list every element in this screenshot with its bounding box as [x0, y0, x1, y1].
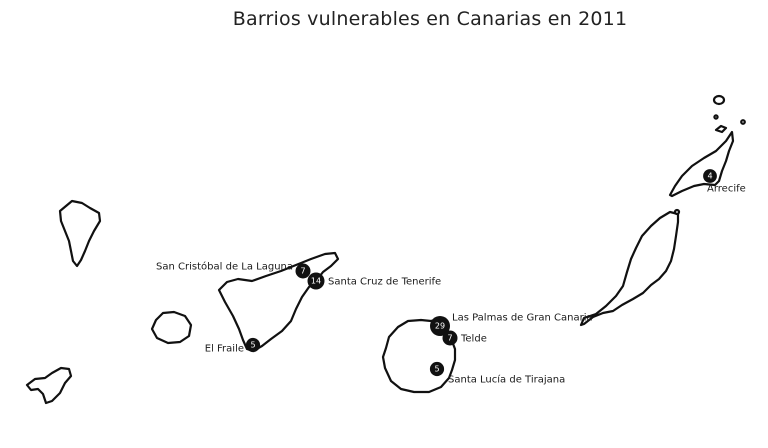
- place-label-el-fraile: El Fraile: [205, 344, 244, 355]
- marker-dot-arrecife: [703, 169, 717, 183]
- marker-dot-el-fraile: [245, 337, 261, 353]
- marker-value-el-fraile: 5: [250, 341, 255, 350]
- marker-value-las-palmas-de-gran-canaria: 29: [435, 322, 445, 331]
- marker-dot-las-palmas-de-gran-canaria: [430, 316, 450, 336]
- place-label-arrecife: Arrecife: [707, 184, 746, 195]
- marker-arrecife: 4 Arrecife: [703, 169, 746, 195]
- marker-value-santa-cruz-de-tenerife: 14: [311, 277, 321, 286]
- marker-value-arrecife: 4: [707, 172, 712, 181]
- island-roque-del-este: [740, 119, 746, 125]
- place-label-telde: Telde: [460, 334, 487, 345]
- place-label-san-cristobal-de-la-laguna: San Cristóbal de La Laguna: [156, 261, 293, 273]
- marker-dot-telde: [442, 330, 458, 346]
- island-el-hierro: [25, 366, 73, 405]
- marker-san-cristobal-de-la-laguna: 7 San Cristóbal de La Laguna: [156, 261, 311, 279]
- place-label-santa-lucia-de-tirajana: Santa Lucía de Tirajana: [448, 374, 565, 386]
- island-lobos: [673, 208, 681, 216]
- marker-dot-santa-lucia-de-tirajana: [429, 361, 445, 377]
- island-la-palma: [58, 199, 102, 268]
- island-montana-clara: [713, 114, 719, 120]
- marker-value-santa-lucia-de-tirajana: 5: [434, 365, 439, 374]
- markers: 7 San Cristóbal de La Laguna 14 Santa Cruz …: [156, 169, 746, 386]
- island-fuerteventura: [579, 210, 680, 327]
- marker-value-san-cristobal-de-la-laguna: 7: [300, 267, 305, 276]
- marker-telde: 7 Telde: [442, 330, 487, 346]
- marker-el-fraile: 5 El Fraile: [205, 337, 261, 355]
- island-alegranza: [712, 94, 726, 106]
- marker-santa-cruz-de-tenerife: 14 Santa Cruz de Tenerife: [307, 272, 441, 290]
- marker-dot-santa-cruz-de-tenerife: [307, 272, 325, 290]
- island-lanzarote: [668, 130, 735, 198]
- marker-dot-san-cristobal-de-la-laguna: [295, 263, 311, 279]
- marker-las-palmas-de-gran-canaria: 29 Las Palmas de Gran Canaria: [430, 313, 593, 336]
- island-la-graciosa: [714, 124, 728, 134]
- islands: [25, 94, 746, 405]
- place-label-santa-cruz-de-tenerife: Santa Cruz de Tenerife: [328, 277, 441, 288]
- place-label-las-palmas-de-gran-canaria: Las Palmas de Gran Canaria: [452, 313, 593, 324]
- island-la-gomera: [150, 310, 193, 345]
- marker-santa-lucia-de-tirajana: 5 Santa Lucía de Tirajana: [429, 361, 565, 386]
- map-title: Barrios vulnerables en Canarias en 2011: [232, 8, 628, 30]
- marker-value-telde: 7: [447, 334, 452, 343]
